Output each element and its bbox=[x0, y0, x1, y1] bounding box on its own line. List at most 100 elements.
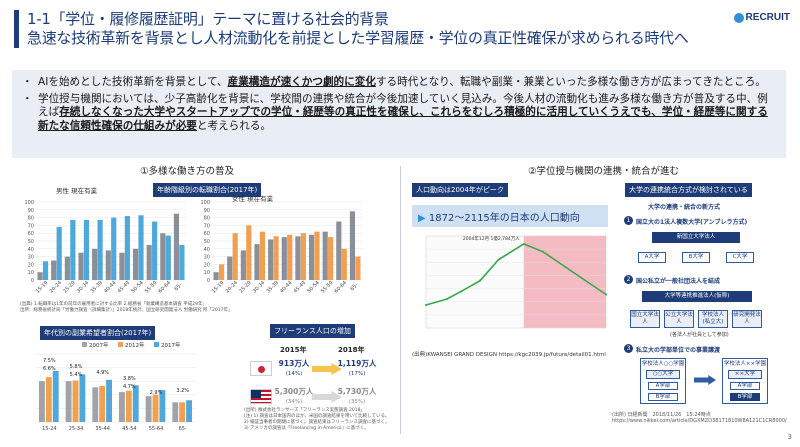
bar-stay bbox=[341, 248, 347, 280]
bullet2-text-a: 学位授与機関においては、少子高齢化を背景に、学校間の連携や統合が今後加速していく… bbox=[38, 92, 768, 119]
freelance-jp-2015: 913万人 (14%) bbox=[274, 359, 314, 379]
bar-moved bbox=[119, 252, 125, 280]
bullet1-text-b: する時代となり、転職や副業・兼業といった多様な働き方が広まってきたところ。 bbox=[375, 76, 766, 88]
item-3-left-faculty-a: A学部 bbox=[648, 382, 678, 390]
x-tick-label: 65- bbox=[179, 426, 187, 432]
bar-moved bbox=[92, 248, 98, 280]
item-1-title: 国立大の1法人複数大学(アンブレラ方式) bbox=[636, 219, 748, 226]
x-tick-label: 30-34 bbox=[76, 280, 91, 295]
bar-stay bbox=[165, 235, 171, 280]
x-tick-label: 30-34 bbox=[252, 280, 267, 295]
item-1-univ-c: C大学 bbox=[726, 252, 754, 263]
bar-moved bbox=[51, 260, 57, 280]
population-point bbox=[479, 279, 482, 282]
y-tick-label: 50 bbox=[28, 239, 34, 245]
page-title: 1-1「学位・履修履歴証明」テーマに置ける社会的背景 bbox=[27, 10, 389, 28]
growth-arrow-icon bbox=[312, 363, 342, 375]
item-3-right-faculty-a: A学部 bbox=[730, 382, 760, 390]
x-tick-label: 45-49 bbox=[293, 280, 308, 295]
side-job-bar bbox=[106, 379, 112, 422]
item-2-corp: 大学等連携推進法人(仮称) bbox=[642, 291, 752, 302]
bullet2-highlight: 存続しなくなった大学やスタートアップでの学位・経歴等の真正性を確保し、これらをむ… bbox=[38, 106, 768, 132]
bar-moved bbox=[295, 236, 301, 280]
freelance-us-2018-pct: (35%) bbox=[348, 399, 366, 405]
y-tick-label: 100 bbox=[200, 200, 210, 206]
bar-stay bbox=[232, 233, 238, 280]
legend-label: 2007年 bbox=[89, 341, 109, 349]
side-job-label: 年代別の副業希望者割合(2017年) bbox=[40, 326, 156, 340]
growth-arrow-icon bbox=[312, 391, 342, 403]
freelance-jp-2015-pct: (14%) bbox=[285, 371, 303, 377]
x-tick-label: 65- bbox=[349, 282, 359, 292]
y-tick-label: 80 bbox=[28, 216, 34, 222]
bar-moved bbox=[64, 256, 70, 280]
title-block: 1-1「学位・履修履歴証明」テーマに置ける社会的背景 急速な技術革新を背景とし人… bbox=[14, 10, 714, 48]
y-tick-label: 30 bbox=[28, 255, 34, 261]
integration-source: (出所) 日経新聞 2018/11/26 15:24時点 https://www… bbox=[612, 412, 787, 424]
bullet2-text-b: と考えられる。 bbox=[196, 119, 272, 132]
population-point bbox=[605, 293, 607, 296]
side-job-bar bbox=[145, 396, 152, 422]
bar-stay bbox=[314, 231, 320, 280]
population-point bbox=[542, 250, 545, 253]
data-label: 5.8% bbox=[70, 364, 83, 370]
bar-stay bbox=[42, 261, 49, 280]
y-tick-label: 0 bbox=[207, 278, 210, 284]
side-job-bar bbox=[125, 390, 132, 422]
bar-moved bbox=[281, 237, 287, 280]
bar-moved bbox=[173, 213, 180, 280]
item-3-left-faculty-b: B学部 bbox=[648, 393, 678, 401]
y-tick-label: 100 bbox=[24, 200, 34, 206]
data-label: 4.7% bbox=[123, 384, 136, 390]
freelance-note: (出所) 株式会社ランサーズ「フリーランス実態調査 2018」 (注) 1) 調… bbox=[244, 408, 390, 431]
bar-moved bbox=[227, 256, 233, 280]
bar-stay bbox=[111, 217, 117, 280]
bar-moved bbox=[105, 250, 111, 280]
bar-stay bbox=[300, 233, 306, 280]
population-label: 人口動向は2004年がピーク bbox=[412, 183, 508, 197]
freelance-us-2018: 5,730万人 (35%) bbox=[334, 387, 380, 407]
section-divider bbox=[400, 166, 401, 434]
page-number: 3 bbox=[787, 433, 792, 441]
future-projection-band bbox=[523, 236, 606, 328]
population-title-text: 1872〜2115年の日本の人口動向 bbox=[428, 213, 580, 224]
transfer-arrow-icon bbox=[694, 375, 716, 385]
side-job-bar bbox=[99, 385, 106, 422]
side-job-bar bbox=[45, 377, 52, 422]
bar-stay bbox=[246, 225, 252, 280]
x-tick-label: 40-44 bbox=[279, 280, 294, 295]
bar-moved bbox=[322, 231, 328, 280]
item-2-member-3: 学校法人(私立大) bbox=[698, 310, 728, 328]
x-tick-label: 25-29 bbox=[62, 280, 77, 295]
x-tick-label: 15-19 bbox=[35, 280, 50, 295]
data-label: 7.5% bbox=[43, 358, 56, 364]
data-label: 2.9% bbox=[150, 390, 163, 396]
x-tick-label: 40-44 bbox=[103, 280, 118, 295]
male-chart-title: 男性 現在有業 bbox=[56, 187, 98, 195]
bar-stay bbox=[124, 216, 130, 280]
item-3-title: 私立大の学部単位での事業譲渡 bbox=[636, 347, 721, 354]
legend-swatch bbox=[154, 342, 159, 347]
peak-annotation: 2004年12月 1億2,784万人 bbox=[463, 235, 520, 242]
triangle-icon: ▶ bbox=[418, 213, 426, 224]
summary-bullet-2: 学位授与機関においては、少子高齢化を背景に、学校間の連携や統合が今後加速していく… bbox=[22, 92, 778, 134]
bar-moved bbox=[37, 272, 43, 280]
side-job-bar bbox=[179, 402, 186, 422]
y-tick-label: 50 bbox=[204, 239, 210, 245]
y-tick-label: 70 bbox=[28, 223, 34, 229]
logo-text: RECRUIT bbox=[745, 12, 790, 23]
item-2-note: (各法人が社員として参加) bbox=[670, 332, 729, 338]
side-job-bar bbox=[92, 387, 99, 422]
y-tick-label: 0 bbox=[31, 278, 34, 284]
y-tick-label: 10 bbox=[204, 270, 210, 276]
x-tick-label: 20-24 bbox=[48, 280, 63, 295]
freelance-us-2015: 5,300万人 (34%) bbox=[274, 387, 314, 407]
summary-box: AIを始めとした技術革新を背景として、産業構造が速くかつ劇的に変化する時代となり… bbox=[12, 70, 786, 158]
bar-moved bbox=[254, 244, 260, 280]
bar-stay bbox=[273, 236, 279, 280]
bar-stay bbox=[259, 231, 266, 280]
item-3-right-faculty-b: B学部 bbox=[730, 393, 760, 401]
y-tick-label: 40 bbox=[28, 247, 34, 253]
